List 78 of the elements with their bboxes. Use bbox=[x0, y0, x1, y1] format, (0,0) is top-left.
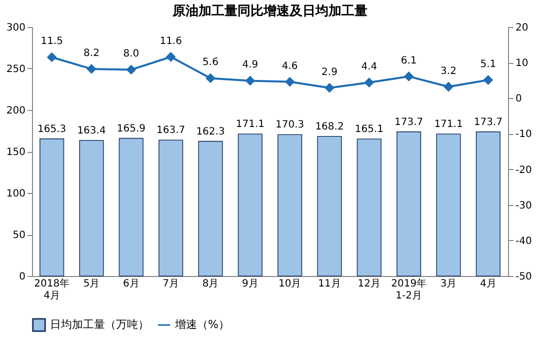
y-tick-label: 50 bbox=[12, 230, 26, 241]
bar bbox=[158, 140, 184, 276]
point bbox=[166, 52, 176, 62]
y-tick-label: 150 bbox=[6, 147, 26, 158]
y-tick-label: 250 bbox=[6, 64, 26, 75]
data-label: 3.2 bbox=[440, 66, 456, 77]
legend-label: 日均加工量（万吨） bbox=[50, 318, 149, 331]
point bbox=[206, 74, 216, 83]
bar bbox=[238, 134, 262, 276]
data-label: 11.6 bbox=[160, 36, 182, 47]
bar bbox=[198, 140, 223, 276]
bar bbox=[476, 131, 500, 276]
legend-label: 增速（%） bbox=[174, 318, 230, 331]
x-tick-label: 3月 bbox=[440, 278, 457, 290]
data-label: 162.3 bbox=[196, 126, 225, 138]
y2-tick-label: 10 bbox=[516, 58, 528, 70]
y-tick-label: 200 bbox=[6, 106, 26, 116]
data-label: 11.5 bbox=[40, 36, 63, 48]
bar bbox=[436, 134, 461, 276]
data-label: 168.2 bbox=[315, 121, 344, 132]
data-label: 165.9 bbox=[116, 123, 146, 134]
y2-tick-label: 0 bbox=[516, 94, 522, 105]
bar bbox=[40, 138, 64, 276]
data-label: 4.6 bbox=[282, 60, 298, 72]
x-tick-label: 11月 bbox=[318, 278, 341, 290]
y2-tick-label: -10 bbox=[516, 129, 532, 140]
data-label: 171.1 bbox=[434, 118, 463, 130]
y2-tick-label: -20 bbox=[516, 164, 532, 176]
bar bbox=[278, 134, 302, 276]
data-label: 163.7 bbox=[156, 125, 186, 136]
data-label: 5.1 bbox=[480, 59, 496, 70]
x-tick-label: 2019年 1-2月 bbox=[391, 278, 427, 302]
x-tick-label: 10月 bbox=[278, 278, 302, 290]
data-label: 4.4 bbox=[361, 61, 378, 72]
data-label: 8.2 bbox=[84, 48, 100, 59]
data-label: 8.0 bbox=[123, 48, 140, 60]
bar bbox=[118, 138, 144, 276]
y2-tick-label: -30 bbox=[516, 200, 532, 212]
bar bbox=[317, 136, 342, 276]
chart-title: 原油加工量同比增速及日均加工量 bbox=[172, 4, 368, 19]
data-label: 171.1 bbox=[236, 118, 264, 130]
point bbox=[324, 83, 334, 92]
x-tick-label: 7月 bbox=[162, 278, 180, 290]
bar bbox=[396, 131, 422, 276]
point bbox=[444, 82, 454, 92]
data-label: 165.3 bbox=[38, 124, 66, 135]
data-label: 5.6 bbox=[202, 57, 218, 68]
point bbox=[364, 78, 374, 88]
bar bbox=[79, 140, 104, 276]
data-label: 173.7 bbox=[474, 116, 502, 128]
point bbox=[126, 65, 136, 74]
data-label: 163.4 bbox=[77, 125, 106, 136]
y-tick-label: 300 bbox=[6, 22, 26, 34]
data-label: 173.7 bbox=[394, 116, 424, 128]
x-tick-label: 6月 bbox=[122, 278, 140, 290]
point bbox=[404, 72, 414, 81]
point bbox=[484, 75, 493, 85]
y2-tick-label: -50 bbox=[516, 272, 532, 282]
y2-tick-label: 20 bbox=[516, 22, 528, 34]
y2-tick-label: -40 bbox=[516, 236, 532, 247]
x-tick-label: 2018年 4月 bbox=[34, 278, 70, 302]
y-tick-label: 0 bbox=[19, 272, 26, 282]
x-tick-label: 9月 bbox=[242, 278, 258, 290]
data-label: 4.9 bbox=[242, 60, 258, 71]
data-label: 2.9 bbox=[322, 66, 338, 78]
point bbox=[47, 52, 56, 62]
x-tick-label: 12月 bbox=[358, 278, 381, 290]
point bbox=[246, 76, 255, 86]
data-label: 165.1 bbox=[354, 124, 384, 135]
point bbox=[86, 64, 96, 74]
point bbox=[285, 77, 294, 86]
bar bbox=[356, 138, 382, 276]
y-tick-label: 100 bbox=[6, 188, 26, 200]
x-tick-label: 5月 bbox=[83, 278, 100, 290]
x-tick-label: 8月 bbox=[202, 278, 219, 290]
data-label: 170.3 bbox=[276, 120, 304, 131]
data-label: 6.1 bbox=[400, 55, 417, 66]
x-tick-label: 4月 bbox=[480, 278, 496, 290]
